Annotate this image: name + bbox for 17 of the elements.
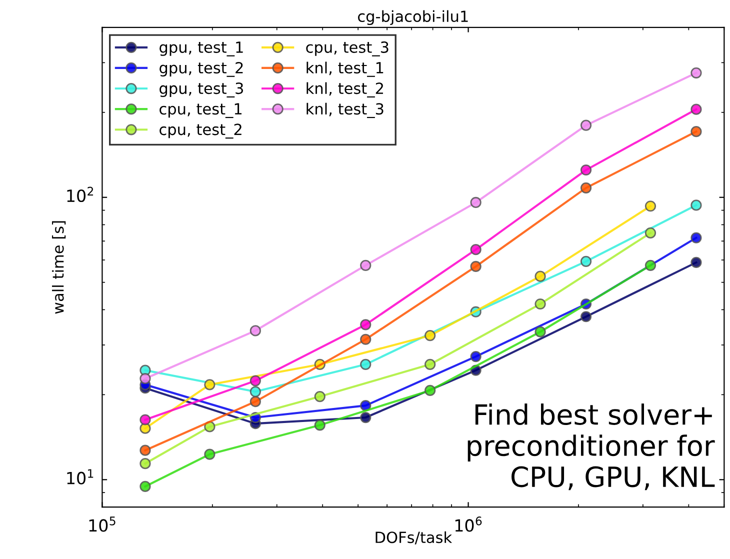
y-tick-label: 10$^{1}$ (67, 469, 94, 484)
chart-title: cg-bjacobi-ilu1 (358, 10, 468, 26)
x-axis-title: DOFs/task (376, 531, 452, 544)
x-tick-label: 10$^{6}$ (455, 516, 482, 532)
legend-label: cpu, test_1 (160, 103, 242, 118)
legend-label: gpu, test_3 (160, 82, 243, 98)
y-tick-label: 10$^{2}$ (67, 186, 94, 202)
legend-label: knl, test_1 (306, 62, 384, 77)
legend-label: knl, test_3 (306, 102, 384, 118)
legend-label: cpu, test_3 (306, 41, 388, 56)
x-tick-label: 10$^{5}$ (89, 516, 116, 532)
y-axis-title: wall time [s] (52, 221, 66, 314)
legend-label: cpu, test_2 (160, 124, 242, 139)
annotation: Find best solver+ preconditioner for CPU, GPU, KNL (468, 404, 715, 490)
legend-label: gpu, test_2 (160, 62, 243, 77)
legend-label: gpu, test_1 (160, 42, 243, 56)
legend-label: knl, test_2 (306, 82, 383, 98)
